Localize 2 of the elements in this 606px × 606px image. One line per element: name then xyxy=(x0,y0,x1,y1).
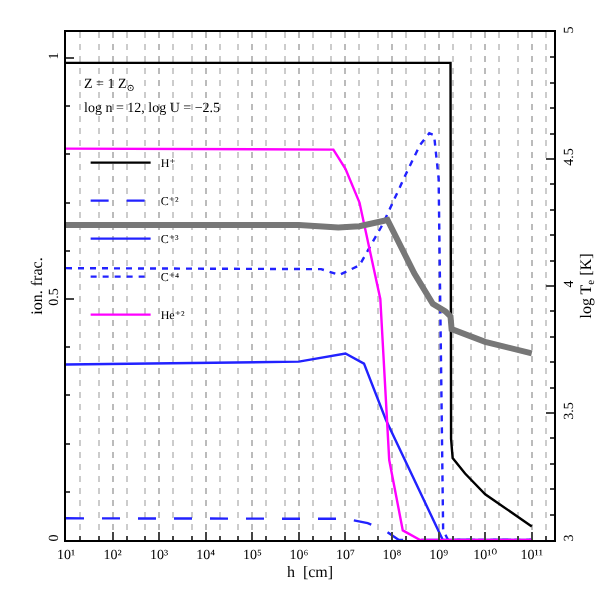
y-axis-title: ion. frac. xyxy=(27,257,46,315)
x-axis-title: h [cm] xyxy=(286,563,334,581)
